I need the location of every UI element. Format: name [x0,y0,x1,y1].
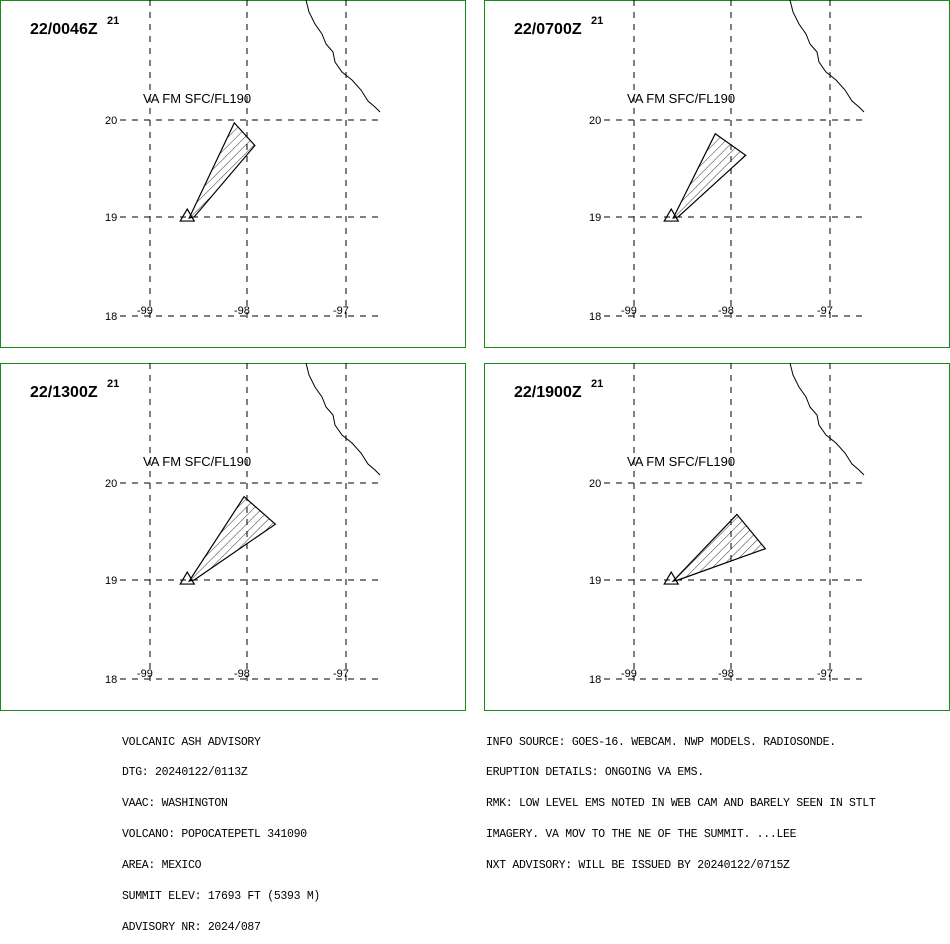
advisory-eruption-details: ERUPTION DETAILS: ONGOING VA EMS. [486,766,704,780]
forecast-panel-4: 20 19 18 -99 -98 -97 22/1900Z 21 VA FM SFC/FL190 [484,363,950,711]
forecast-time-superscript: 21 [107,378,119,390]
coastline [305,0,381,113]
advisory-summit-elev: SUMMIT ELEV: 17693 FT (5393 M) [122,890,321,904]
coastline [305,363,381,476]
forecast-time-superscript: 21 [591,15,603,27]
coastline [789,0,865,113]
map-svg: 20 19 18 -99 -98 -97 22/0700Z 21 VA FM SFC/FL190 [484,0,950,348]
forecast-panel-2: 20 19 18 -99 -98 -97 22/0700Z 21 VA FM SFC/FL190 [484,0,950,348]
forecast-time-label: 22/1300Z [30,384,98,401]
ash-cloud-polygon [187,495,277,582]
ash-cloud-polygon [188,121,256,219]
latitude-label: 19 [105,212,117,224]
ash-level-label: VA FM SFC/FL190 [627,454,735,469]
forecast-time-label: 22/0046Z [30,21,98,38]
ash-level-label: VA FM SFC/FL190 [627,91,735,106]
latitude-label: 20 [589,478,601,490]
advisory-area: AREA: MEXICO [122,859,202,873]
advisory-remarks-2: IMAGERY. VA MOV TO THE NE OF THE SUMMIT.… [486,828,797,842]
longitude-label: -99 [137,668,153,680]
volcano-icon [663,207,680,222]
advisory-title: VOLCANIC ASH ADVISORY [122,735,261,749]
longitude-label: -98 [234,668,250,680]
volcano-icon [179,570,196,585]
map-svg: 20 19 18 -99 -98 -97 22/1900Z 21 VA FM SFC/FL190 [484,363,950,711]
longitude-label: -97 [817,668,833,680]
forecast-panel-3: 20 19 18 -99 -98 -97 22/1300Z 21 VA FM SFC/FL190 [0,363,466,711]
latitude-label: 18 [589,674,601,686]
longitude-label: -99 [621,305,637,317]
advisory-details-block: INFO SOURCE: GOES-16. WEBCAM. NWP MODELS… [486,717,876,882]
advisory-vaac: VAAC: WASHINGTON [122,797,228,811]
volcano-icon [179,207,196,222]
volcano-icon [663,570,680,585]
forecast-time-label: 22/1900Z [514,384,582,401]
advisory-volcano: VOLCANO: POPOCATEPETL 341090 [122,828,307,842]
advisory-number: ADVISORY NR: 2024/087 [122,920,261,934]
latitude-label: 20 [105,115,117,127]
advisory-next: NXT ADVISORY: WILL BE ISSUED BY 20240122… [486,859,790,873]
forecast-time-label: 22/0700Z [514,21,582,38]
advisory-dtg: DTG: 20240122/0113Z [122,766,248,780]
panel-frame [0,0,466,348]
ash-level-label: VA FM SFC/FL190 [143,91,251,106]
forecast-time-superscript: 21 [107,15,119,27]
longitude-label: -98 [234,305,250,317]
forecast-panel-1: 20 19 18 -99 -98 -97 22/0046Z 21 VA FM SFC/FL190 [0,0,466,348]
longitude-label: -97 [333,305,349,317]
latitude-label: 18 [589,311,601,323]
latitude-label: 19 [105,575,117,587]
longitude-label: -99 [137,305,153,317]
advisory-info-source: INFO SOURCE: GOES-16. WEBCAM. NWP MODELS… [486,735,836,749]
ash-cloud-polygon [671,513,767,582]
forecast-time-superscript: 21 [591,378,603,390]
latitude-label: 18 [105,311,117,323]
map-svg: 20 19 18 -99 -98 -97 22/0046Z 21 VA FM SFC/FL190 [0,0,466,348]
map-svg: 20 19 18 -99 -98 -97 22/1300Z 21 VA FM SFC/FL190 [0,363,466,711]
latitude-label: 20 [105,478,117,490]
longitude-label: -98 [718,305,734,317]
coastline [789,363,865,476]
longitude-label: -99 [621,668,637,680]
latitude-label: 19 [589,212,601,224]
advisory-header-block: VOLCANIC ASH ADVISORY DTG: 20240122/0113… [122,717,320,944]
longitude-label: -97 [333,668,349,680]
advisory-remarks-1: RMK: LOW LEVEL EMS NOTED IN WEB CAM AND … [486,797,876,811]
latitude-label: 20 [589,115,601,127]
ash-cloud-polygon [672,132,747,219]
longitude-label: -97 [817,305,833,317]
latitude-label: 18 [105,674,117,686]
longitude-label: -98 [718,668,734,680]
latitude-label: 19 [589,575,601,587]
ash-level-label: VA FM SFC/FL190 [143,454,251,469]
